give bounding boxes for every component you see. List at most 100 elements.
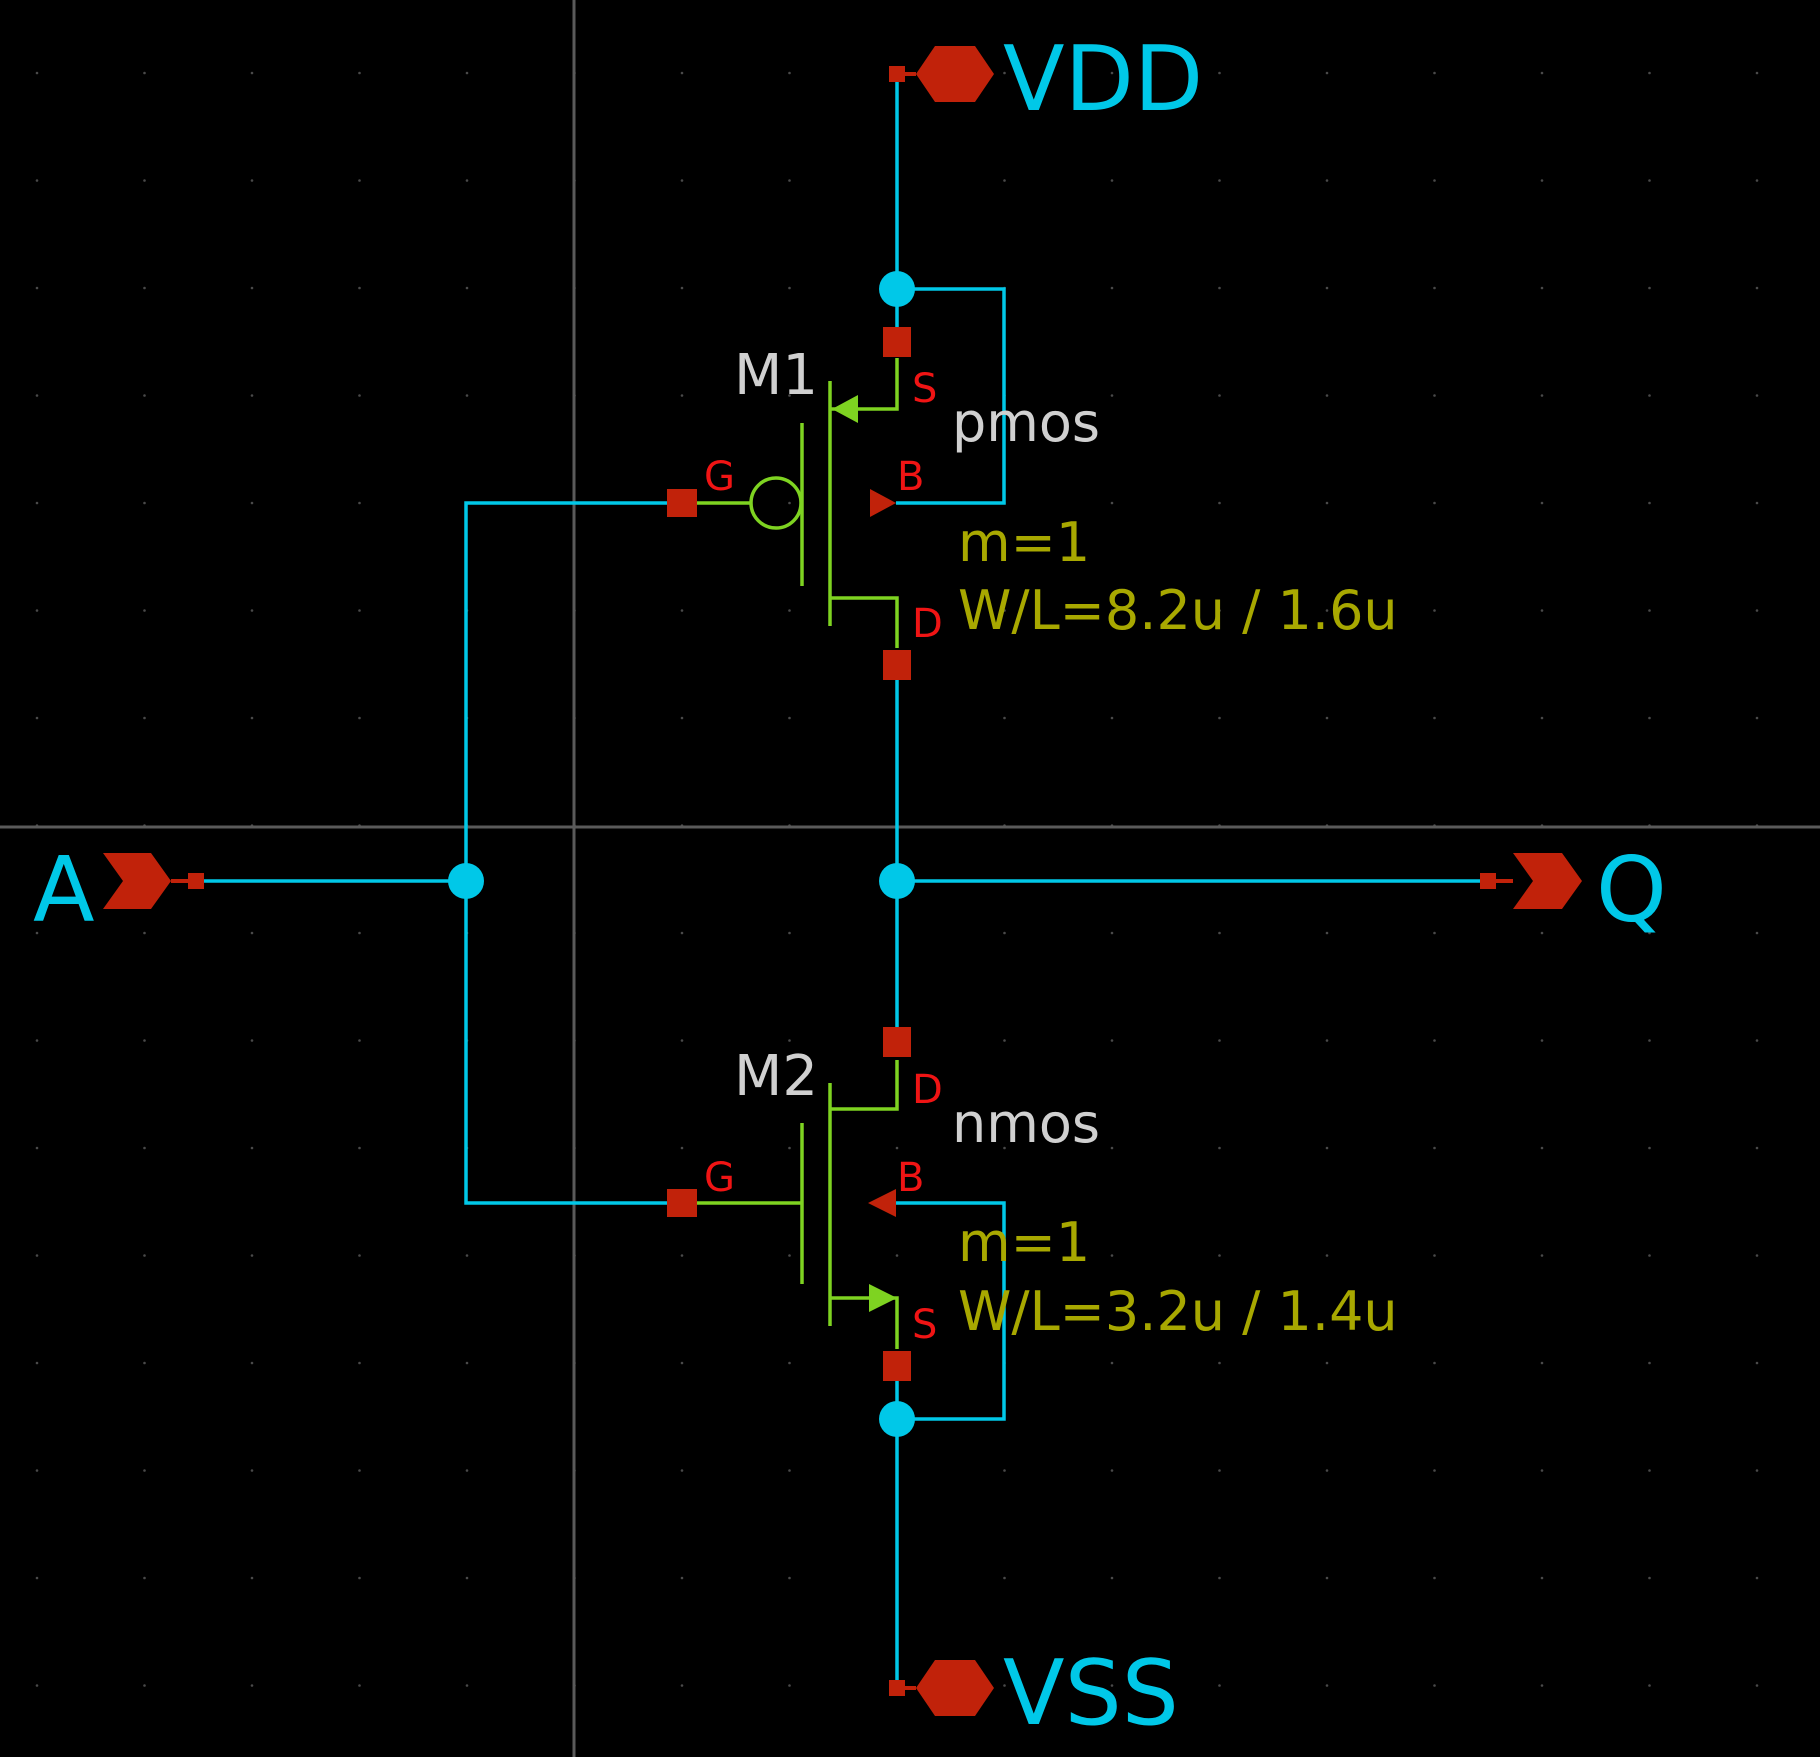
a-pin[interactable] bbox=[188, 873, 204, 889]
transistor-m1[interactable]: G S B D M1 pmos m=1 W/L=8.2u / 1.6u bbox=[667, 327, 1398, 680]
grid-dot bbox=[1325, 286, 1329, 290]
grid-dot bbox=[1648, 931, 1651, 935]
grid-dot bbox=[1433, 71, 1436, 75]
grid-dot bbox=[250, 1576, 254, 1580]
grid-dot bbox=[1110, 1039, 1114, 1042]
port-q[interactable]: Q bbox=[1480, 838, 1667, 943]
grid-dot bbox=[1325, 716, 1329, 720]
m1-gate-pin[interactable] bbox=[667, 489, 697, 517]
grid-dot bbox=[1540, 1254, 1544, 1257]
grid-dot bbox=[465, 1469, 469, 1472]
q-port-shape bbox=[1513, 853, 1582, 909]
grid-dot bbox=[250, 1039, 254, 1042]
grid-dot bbox=[680, 1361, 684, 1365]
grid-dot bbox=[1218, 609, 1221, 612]
grid-dot bbox=[1648, 286, 1651, 290]
grid-dot bbox=[358, 179, 361, 182]
grid-dot bbox=[1433, 394, 1436, 397]
grid-dot bbox=[680, 1039, 684, 1042]
grid-dot bbox=[35, 609, 39, 612]
grid-dot bbox=[143, 1361, 146, 1365]
grid-dot bbox=[358, 1361, 361, 1365]
grid-dot bbox=[1433, 1469, 1436, 1472]
grid-dot bbox=[465, 1254, 469, 1257]
m1-source-arrow bbox=[832, 395, 858, 423]
grid-dot bbox=[35, 1361, 39, 1365]
grid-dot bbox=[143, 501, 146, 505]
grid-dot bbox=[358, 1146, 361, 1150]
grid-dot bbox=[250, 179, 254, 182]
grid-dot bbox=[143, 1576, 146, 1580]
grid-dot bbox=[1648, 1684, 1651, 1687]
grid-dot bbox=[358, 931, 361, 935]
transistor-m2[interactable]: G D B S M2 nmos m=1 W/L=3.2u / 1.4u bbox=[667, 1027, 1398, 1381]
grid-dot bbox=[1218, 1039, 1221, 1042]
grid-dot bbox=[1003, 609, 1006, 612]
m2-type-label: nmos bbox=[952, 1092, 1100, 1155]
grid-dot bbox=[1325, 1254, 1329, 1257]
grid-dot bbox=[1218, 1361, 1221, 1365]
grid-dot bbox=[1110, 1684, 1114, 1687]
grid-dot bbox=[1433, 1146, 1436, 1150]
grid-dot bbox=[1003, 71, 1006, 75]
grid-dot bbox=[680, 931, 684, 935]
grid-dot bbox=[1540, 286, 1544, 290]
grid-dot bbox=[1110, 931, 1114, 935]
m1-source-pin[interactable] bbox=[883, 327, 911, 357]
grid-dot bbox=[1755, 286, 1759, 290]
m1-drain-pin[interactable] bbox=[883, 650, 911, 680]
grid-dot bbox=[35, 1146, 39, 1150]
grid-dot bbox=[250, 394, 254, 397]
grid-dot bbox=[35, 1039, 39, 1042]
grid-dot bbox=[1540, 394, 1544, 397]
grid-dot bbox=[1540, 1039, 1544, 1042]
grid-dot bbox=[680, 179, 684, 182]
m1-multiplier-label: m=1 bbox=[958, 511, 1090, 574]
port-a[interactable]: A bbox=[33, 838, 204, 943]
grid-dot bbox=[1433, 716, 1436, 720]
grid-dot bbox=[1540, 1146, 1544, 1150]
q-pin[interactable] bbox=[1480, 873, 1496, 889]
grid-dot bbox=[143, 609, 146, 612]
grid-dot bbox=[1433, 501, 1436, 505]
grid-dot bbox=[1433, 179, 1436, 182]
grid-dot bbox=[35, 501, 39, 505]
grid-dot bbox=[1110, 716, 1114, 720]
port-vss[interactable]: VSS bbox=[889, 1641, 1179, 1746]
grid-dot bbox=[1540, 1576, 1544, 1580]
grid-dot bbox=[788, 501, 791, 505]
grid-dot bbox=[465, 179, 469, 182]
grid-dot bbox=[1003, 1684, 1006, 1687]
grid-dot bbox=[1110, 179, 1114, 182]
grid-dot bbox=[1218, 716, 1221, 720]
m2-drain-pin[interactable] bbox=[883, 1027, 911, 1057]
vdd-pin[interactable] bbox=[889, 66, 905, 82]
grid-dot bbox=[143, 1684, 146, 1687]
vss-pin[interactable] bbox=[889, 1680, 905, 1696]
grid-dot bbox=[1325, 1576, 1329, 1580]
a-label: A bbox=[33, 838, 95, 943]
grid-dot bbox=[1755, 71, 1759, 75]
grid-dot bbox=[1325, 394, 1329, 397]
m2-gate-pin-label: G bbox=[704, 1155, 735, 1201]
grid-dot bbox=[143, 1146, 146, 1150]
grid-dot bbox=[1648, 71, 1651, 75]
wire-m2-bulk-tie[interactable] bbox=[896, 1201, 1006, 1421]
grid-dot bbox=[1648, 716, 1651, 720]
grid-dot bbox=[1648, 609, 1651, 612]
grid-dot bbox=[1325, 931, 1329, 935]
grid-dot bbox=[1110, 1146, 1114, 1150]
grid-dot bbox=[35, 716, 39, 720]
grid-dot bbox=[358, 501, 361, 505]
m2-source-pin[interactable] bbox=[883, 1351, 911, 1381]
vdd-label: VDD bbox=[1003, 27, 1203, 132]
m2-bulk-pin-label: B bbox=[897, 1155, 924, 1201]
m2-gate-pin[interactable] bbox=[667, 1189, 697, 1217]
junction-output bbox=[879, 863, 915, 899]
grid-dot bbox=[680, 1469, 684, 1472]
port-vdd[interactable]: VDD bbox=[889, 27, 1203, 132]
wire-gate-bus[interactable] bbox=[464, 501, 682, 1205]
wire-m1-bulk-tie[interactable] bbox=[896, 287, 1006, 505]
grid-dot bbox=[250, 931, 254, 935]
